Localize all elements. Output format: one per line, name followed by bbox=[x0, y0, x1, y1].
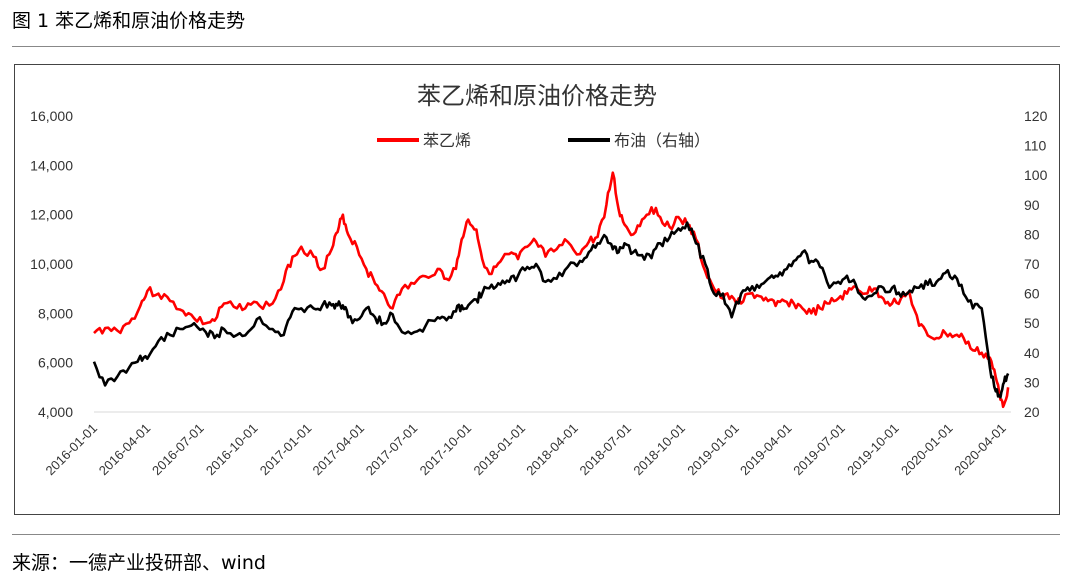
source-note: 来源：一德产业投研部、wind bbox=[12, 552, 266, 574]
series-line-styrene bbox=[93, 171, 1010, 409]
right-tick-label: 60 bbox=[1024, 286, 1040, 302]
x-tick-label: 2019-07-01 bbox=[790, 421, 848, 479]
x-tick-label: 2018-07-01 bbox=[577, 421, 635, 479]
right-tick-label: 50 bbox=[1024, 315, 1040, 331]
left-axis-ticks: 4,000 6,000 8,000 10,000 12,000 14,000 16,000 bbox=[30, 108, 73, 420]
x-axis-ticks: 2016-01-012016-04-012016-07-012016-10-01… bbox=[42, 421, 1008, 479]
legend: 苯乙烯 布油（右轴） bbox=[377, 132, 710, 150]
x-tick-label: 2020-01-01 bbox=[898, 421, 956, 479]
x-tick-label: 2018-10-01 bbox=[630, 421, 688, 479]
x-tick-label: 2020-04-01 bbox=[951, 421, 1009, 479]
figure-label: 图 1 苯乙烯和原油价格走势 bbox=[12, 10, 246, 32]
right-tick-label: 20 bbox=[1024, 404, 1040, 420]
left-tick-label: 12,000 bbox=[30, 207, 73, 223]
left-tick-label: 16,000 bbox=[30, 108, 73, 124]
left-tick-label: 14,000 bbox=[30, 157, 73, 173]
right-tick-label: 70 bbox=[1024, 256, 1040, 272]
right-tick-label: 90 bbox=[1024, 197, 1040, 213]
x-tick-label: 2016-10-01 bbox=[203, 421, 261, 479]
left-tick-label: 10,000 bbox=[30, 256, 73, 272]
x-tick-label: 2016-01-01 bbox=[42, 421, 100, 479]
x-tick-label: 2017-07-01 bbox=[363, 421, 421, 479]
x-tick-label: 2016-07-01 bbox=[149, 421, 207, 479]
x-tick-label: 2019-01-01 bbox=[684, 421, 742, 479]
right-tick-label: 100 bbox=[1024, 167, 1048, 183]
right-tick-label: 120 bbox=[1024, 108, 1048, 124]
x-tick-label: 2017-10-01 bbox=[417, 421, 475, 479]
top-rule bbox=[12, 46, 1060, 47]
chart-frame: 苯乙烯和原油价格走势 苯乙烯 布油（右轴） 4,000 6,000 8,000 10,… bbox=[14, 64, 1060, 515]
x-tick-label: 2018-01-01 bbox=[471, 421, 529, 479]
legend-label-brent: 布油（右轴） bbox=[614, 132, 710, 150]
right-axis-ticks: 20 30 40 50 60 70 80 90 100 110 120 bbox=[1024, 108, 1048, 420]
x-tick-label: 2016-04-01 bbox=[96, 421, 154, 479]
bottom-rule bbox=[12, 534, 1060, 535]
left-tick-label: 8,000 bbox=[38, 305, 73, 321]
x-tick-label: 2017-04-01 bbox=[310, 421, 368, 479]
price-trend-chart: 苯乙烯和原油价格走势 苯乙烯 布油（右轴） 4,000 6,000 8,000 10,… bbox=[30, 83, 1048, 479]
right-tick-label: 30 bbox=[1024, 374, 1040, 390]
legend-label-styrene: 苯乙烯 bbox=[423, 132, 471, 150]
left-tick-label: 6,000 bbox=[38, 355, 73, 371]
x-tick-label: 2017-01-01 bbox=[257, 421, 315, 479]
x-tick-label: 2018-04-01 bbox=[523, 421, 581, 479]
x-tick-label: 2019-04-01 bbox=[737, 421, 795, 479]
chart-title: 苯乙烯和原油价格走势 bbox=[417, 83, 657, 110]
right-tick-label: 110 bbox=[1024, 138, 1047, 154]
right-tick-label: 40 bbox=[1024, 345, 1040, 361]
x-tick-label: 2019-10-01 bbox=[844, 421, 902, 479]
right-tick-label: 80 bbox=[1024, 226, 1040, 242]
series-line-brent bbox=[92, 221, 1010, 399]
left-tick-label: 4,000 bbox=[38, 404, 73, 420]
